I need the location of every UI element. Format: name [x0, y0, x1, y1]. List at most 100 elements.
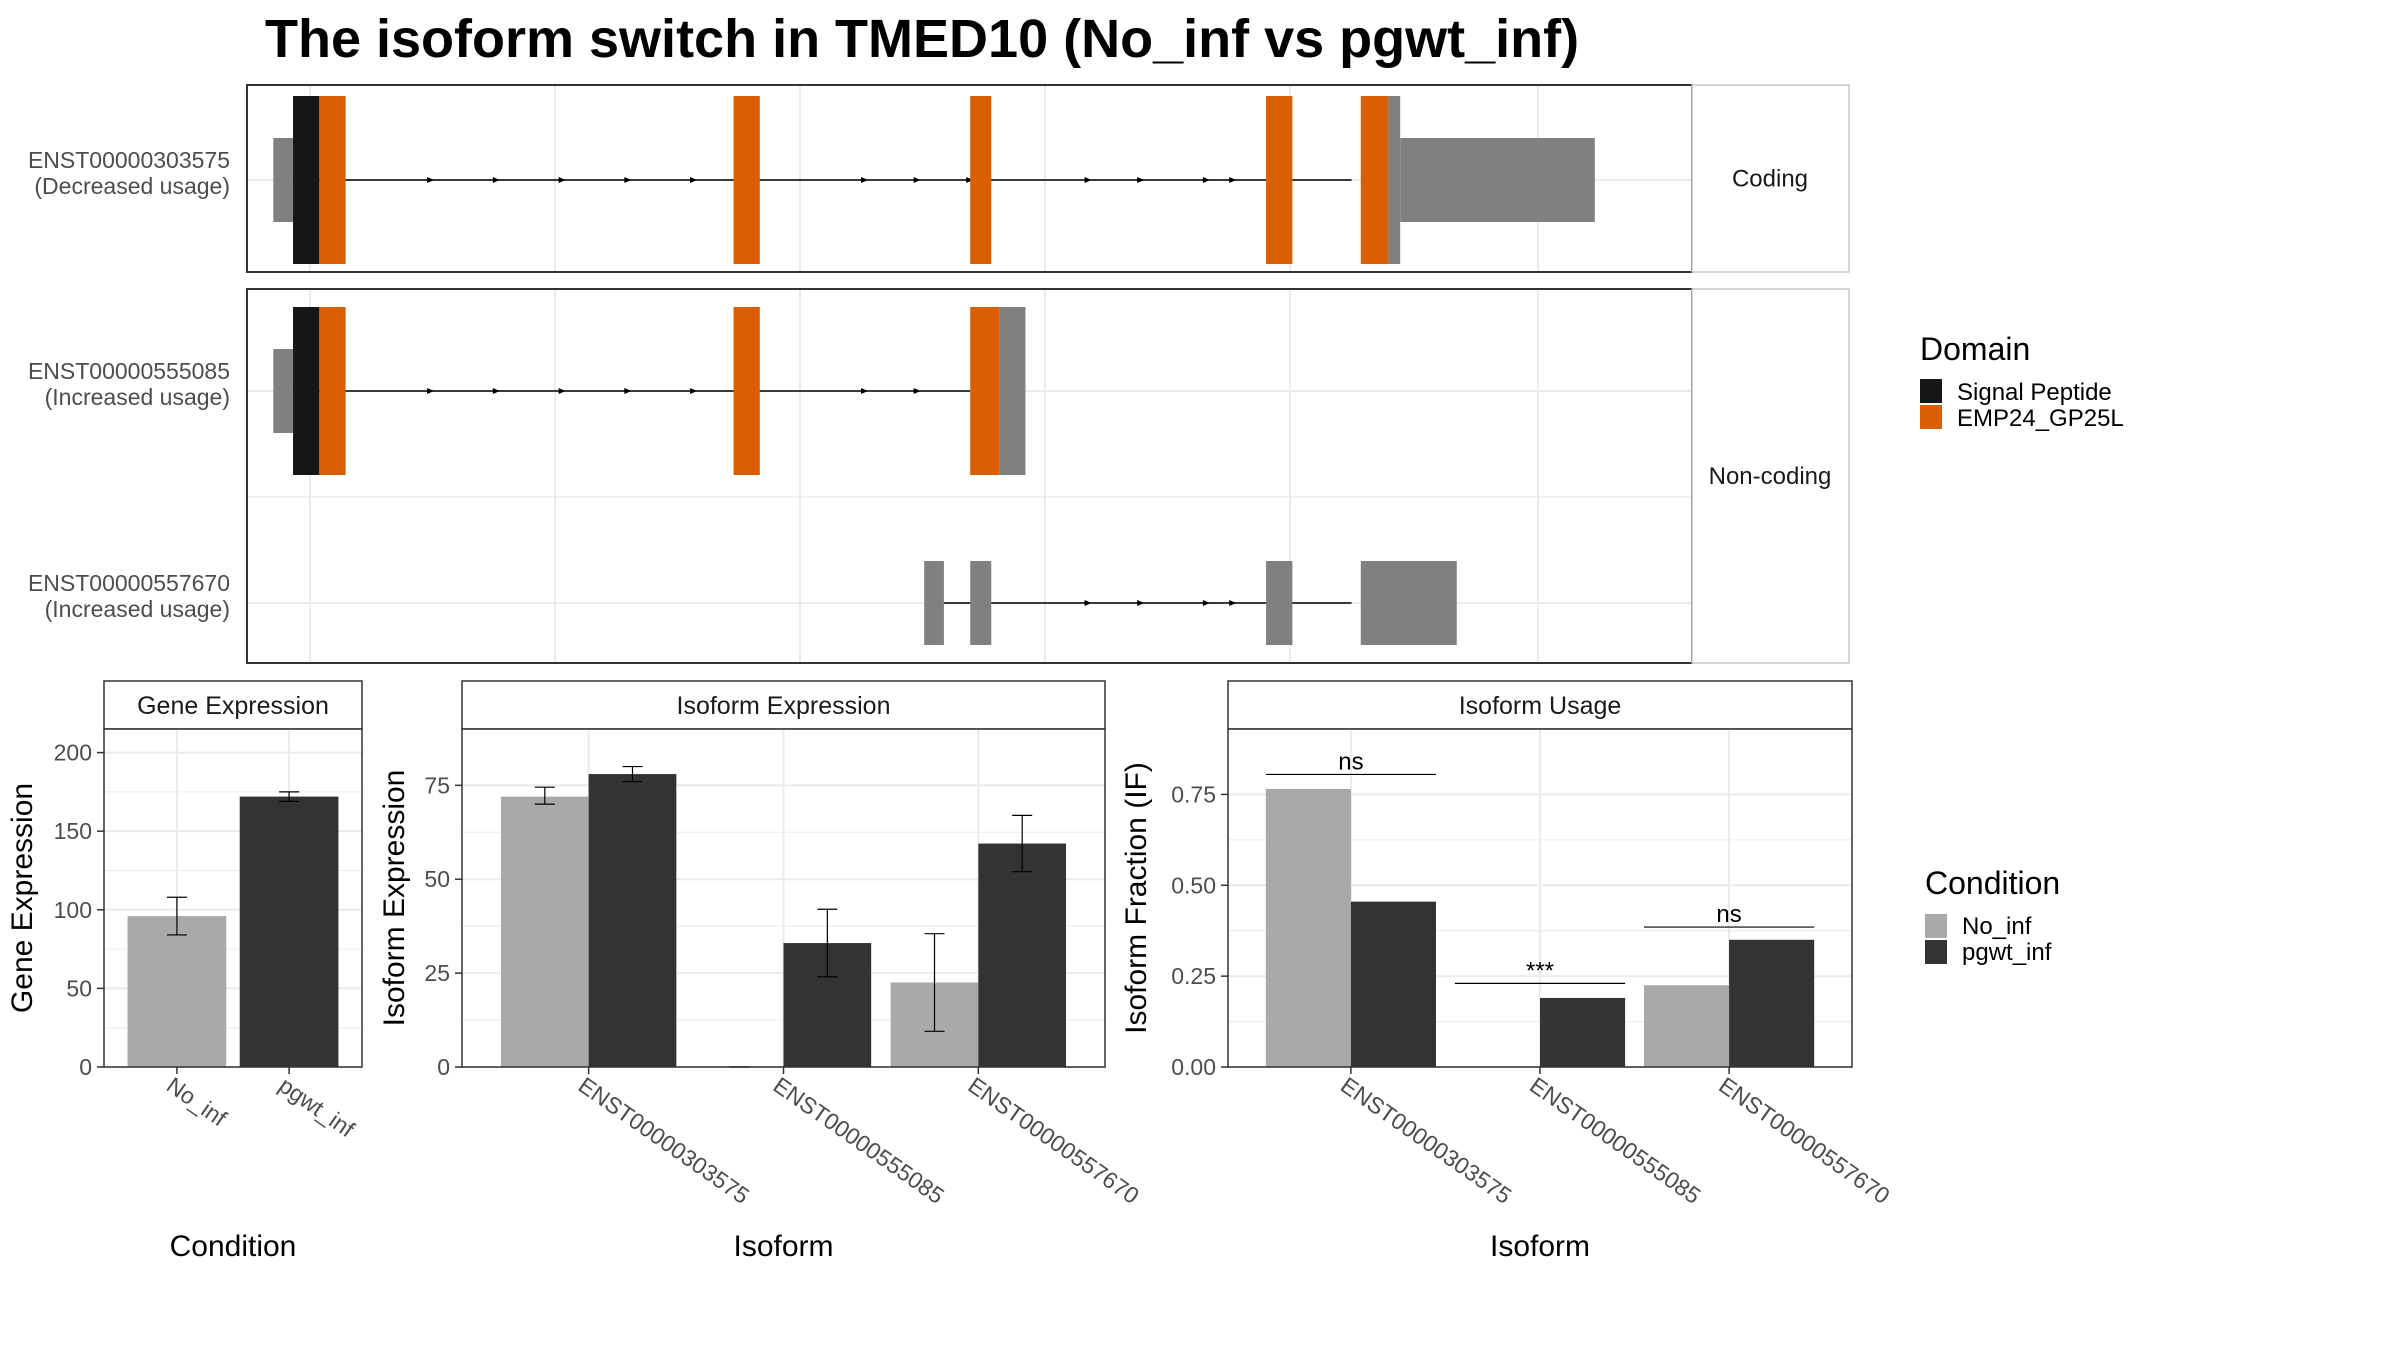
- y-tick-label: 75: [424, 772, 450, 798]
- domain-legend-label: EMP24_GP25L: [1957, 405, 2124, 432]
- bar-No_inf: [1644, 985, 1730, 1067]
- significance-label: ***: [1526, 957, 1554, 984]
- structure-panel-2: ENST00000555085(Increased usage)ENST0000…: [28, 288, 1850, 664]
- strand-arrow: [1084, 600, 1092, 606]
- strand-arrow: [966, 177, 974, 183]
- significance-label: ns: [1716, 901, 1741, 928]
- transcript-ENST00000557670: ENST00000557670(Increased usage): [28, 561, 1457, 645]
- panel-border: [461, 728, 1106, 1068]
- x-tick-label: ENST00000303575: [1336, 1072, 1516, 1209]
- transcript-ENST00000303575: ENST00000303575(Decreased usage): [28, 96, 1595, 264]
- exon-emp24: [319, 307, 346, 475]
- exon-emp24: [733, 96, 760, 264]
- exon-utr_small: [924, 561, 944, 645]
- panel-border: [1227, 728, 1853, 1068]
- y-tick-label: 200: [54, 740, 92, 766]
- strand-arrow: [1137, 177, 1145, 183]
- bar-pgwt_inf: [588, 774, 677, 1067]
- panel-strip: [461, 680, 1106, 730]
- y-tick-label: 0.00: [1171, 1054, 1216, 1080]
- strand-arrow: [690, 177, 698, 183]
- facet-label: Coding: [1732, 166, 1808, 193]
- strand-arrow: [427, 177, 435, 183]
- transcript-ENST00000555085: ENST00000555085(Increased usage): [28, 307, 1026, 475]
- strand-arrow: [624, 388, 632, 394]
- exon-emp24: [319, 96, 346, 264]
- exon-emp24: [970, 307, 1000, 475]
- strand-arrow: [861, 388, 869, 394]
- condition-legend-label: No_inf: [1962, 913, 2032, 940]
- strand-arrow: [913, 177, 921, 183]
- strand-arrow: [558, 388, 566, 394]
- exon-signal_peptide: [293, 307, 320, 475]
- transcript-label-id: ENST00000557670: [28, 570, 230, 596]
- exon-utr_small: [1360, 561, 1457, 645]
- exon-emp24: [1266, 96, 1293, 264]
- strand-arrow: [492, 388, 500, 394]
- isoform-usage-plot: Isoform Usage 0.00 0.25 0.50 0.75 ENST0000030…: [1120, 680, 1895, 1263]
- transcript-label-usage: (Decreased usage): [34, 173, 230, 199]
- y-tick-label: 0: [437, 1054, 450, 1080]
- isoform-expression-plot: Isoform Expression 0 25 50 75 ENST00000303575…: [378, 680, 1144, 1263]
- strand-arrow: [624, 177, 632, 183]
- strand-arrow: [913, 388, 921, 394]
- exon-utr: [273, 349, 294, 433]
- gene-expression-plot: Gene Expression 0 50 100 150 200 No_inf pgwt_in…: [6, 680, 363, 1263]
- domain-legend-title: Domain: [1920, 331, 2030, 367]
- bar-pgwt_inf: [978, 843, 1067, 1067]
- condition-legend-key: [1925, 940, 1947, 964]
- facet-strip: [1691, 288, 1850, 664]
- transcript-label-id: ENST00000303575: [28, 147, 230, 173]
- bar-pgwt_inf: [239, 796, 339, 1067]
- exon-utr_small: [1400, 138, 1595, 222]
- exon-emp24: [733, 307, 760, 475]
- y-tick-label: 150: [54, 818, 92, 844]
- strand-arrow: [690, 388, 698, 394]
- x-tick-label: ENST00000555085: [769, 1072, 949, 1209]
- strand-arrow: [427, 388, 435, 394]
- strand-arrow: [1229, 600, 1237, 606]
- transcript-label-id: ENST00000555085: [28, 358, 230, 384]
- transcript-label-usage: (Increased usage): [45, 384, 230, 410]
- x-tick-label: No_inf: [162, 1072, 232, 1132]
- bar-No_inf: [500, 796, 589, 1067]
- x-tick-label: ENST00000555085: [1525, 1072, 1705, 1209]
- strand-arrow: [1202, 600, 1210, 606]
- bar-No_inf: [127, 916, 227, 1067]
- x-tick-label: ENST00000557670: [963, 1072, 1143, 1209]
- y-tick-label: 50: [424, 866, 450, 892]
- y-tick-label: 0.50: [1171, 872, 1216, 898]
- domain-legend-key: [1920, 379, 1942, 403]
- panel-strip-label: Isoform Usage: [1459, 692, 1622, 720]
- panel-strip: [103, 680, 363, 730]
- strand-arrow: [1084, 177, 1092, 183]
- x-axis-title: Isoform: [733, 1230, 833, 1263]
- strand-arrow: [558, 177, 566, 183]
- y-tick-label: 0.75: [1171, 781, 1216, 807]
- y-tick-label: 50: [66, 975, 92, 1001]
- condition-legend-key: [1925, 914, 1947, 938]
- y-tick-label: 0.25: [1171, 963, 1216, 989]
- y-tick-label: 100: [54, 897, 92, 923]
- x-tick-label: ENST00000557670: [1714, 1072, 1894, 1209]
- bar-pgwt_inf: [1729, 939, 1815, 1067]
- exon-utr_small: [970, 561, 992, 645]
- panel-background: [247, 289, 1692, 663]
- bar-No_inf: [1265, 788, 1351, 1067]
- facet-label: Non-coding: [1709, 463, 1832, 490]
- condition-legend-label: pgwt_inf: [1962, 939, 2052, 966]
- panel-strip: [1227, 680, 1853, 730]
- x-tick-label: pgwt_inf: [274, 1072, 360, 1143]
- strand-arrow: [861, 177, 869, 183]
- figure-title: The isoform switch in TMED10 (No_inf vs …: [265, 9, 1579, 69]
- bar-pgwt_inf: [1350, 901, 1436, 1067]
- strand-arrow: [1229, 177, 1237, 183]
- exon-emp24: [1360, 96, 1389, 264]
- y-axis-title: Isoform Fraction (IF): [1120, 762, 1153, 1034]
- exon-utr: [999, 307, 1026, 475]
- condition-legend-title: Condition: [1925, 865, 2060, 901]
- bar-pgwt_inf: [1540, 997, 1626, 1067]
- y-axis-title: Gene Expression: [6, 783, 39, 1013]
- panel-strip-label: Gene Expression: [137, 692, 329, 720]
